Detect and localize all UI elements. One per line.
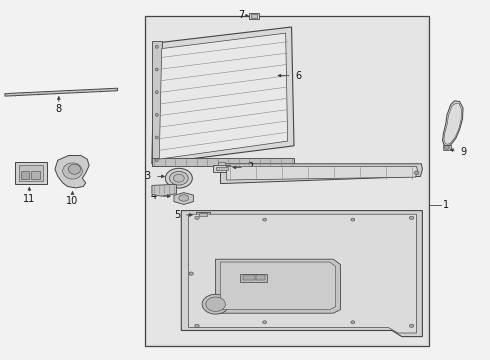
- Polygon shape: [220, 164, 422, 184]
- Ellipse shape: [351, 218, 355, 221]
- Polygon shape: [55, 156, 89, 188]
- Ellipse shape: [155, 113, 158, 116]
- Ellipse shape: [414, 171, 419, 175]
- Bar: [31, 171, 40, 179]
- Polygon shape: [442, 101, 463, 146]
- Polygon shape: [181, 211, 422, 337]
- Text: 11: 11: [24, 194, 36, 204]
- Bar: [147, 18, 426, 344]
- Polygon shape: [216, 259, 341, 313]
- Bar: [145, 16, 429, 346]
- Ellipse shape: [195, 216, 199, 219]
- Polygon shape: [5, 88, 118, 96]
- Ellipse shape: [351, 321, 355, 324]
- Ellipse shape: [179, 195, 189, 201]
- Ellipse shape: [263, 218, 267, 221]
- Text: 3: 3: [145, 171, 151, 181]
- Ellipse shape: [206, 297, 225, 311]
- Polygon shape: [152, 27, 294, 164]
- Ellipse shape: [155, 68, 158, 71]
- Polygon shape: [189, 214, 416, 333]
- Polygon shape: [220, 262, 336, 310]
- Ellipse shape: [155, 91, 158, 94]
- Text: 2: 2: [247, 162, 254, 172]
- Ellipse shape: [68, 164, 80, 174]
- Bar: [256, 275, 265, 280]
- Ellipse shape: [155, 159, 158, 162]
- Polygon shape: [174, 193, 194, 204]
- Ellipse shape: [155, 45, 158, 48]
- Text: 10: 10: [67, 196, 78, 206]
- Ellipse shape: [170, 171, 188, 185]
- Bar: [251, 14, 257, 18]
- Ellipse shape: [444, 146, 449, 149]
- Bar: [249, 13, 259, 19]
- Bar: [152, 41, 162, 166]
- Text: 1: 1: [443, 200, 449, 210]
- Ellipse shape: [63, 163, 82, 179]
- Ellipse shape: [202, 294, 229, 314]
- Bar: [443, 145, 451, 150]
- Text: 4: 4: [151, 191, 157, 201]
- Polygon shape: [159, 33, 288, 159]
- Bar: [152, 158, 294, 166]
- Ellipse shape: [410, 324, 414, 328]
- Bar: [19, 165, 43, 181]
- Bar: [216, 167, 228, 170]
- Polygon shape: [226, 166, 417, 180]
- Bar: [21, 171, 29, 179]
- Text: 5: 5: [174, 210, 180, 220]
- Bar: [243, 275, 255, 280]
- Ellipse shape: [410, 216, 414, 219]
- Bar: [213, 165, 230, 172]
- Bar: [15, 162, 47, 184]
- Text: 6: 6: [295, 71, 301, 81]
- Ellipse shape: [195, 324, 199, 328]
- Text: 7: 7: [238, 10, 244, 21]
- Polygon shape: [444, 103, 462, 144]
- Ellipse shape: [166, 168, 192, 188]
- Ellipse shape: [173, 174, 184, 182]
- Bar: [240, 274, 267, 282]
- Ellipse shape: [189, 272, 193, 275]
- Bar: [218, 162, 225, 165]
- Text: 9: 9: [461, 147, 466, 157]
- Polygon shape: [152, 184, 176, 196]
- Text: 8: 8: [56, 104, 62, 114]
- Ellipse shape: [155, 136, 158, 139]
- Bar: [196, 212, 210, 218]
- Ellipse shape: [263, 321, 267, 324]
- Bar: [199, 213, 207, 216]
